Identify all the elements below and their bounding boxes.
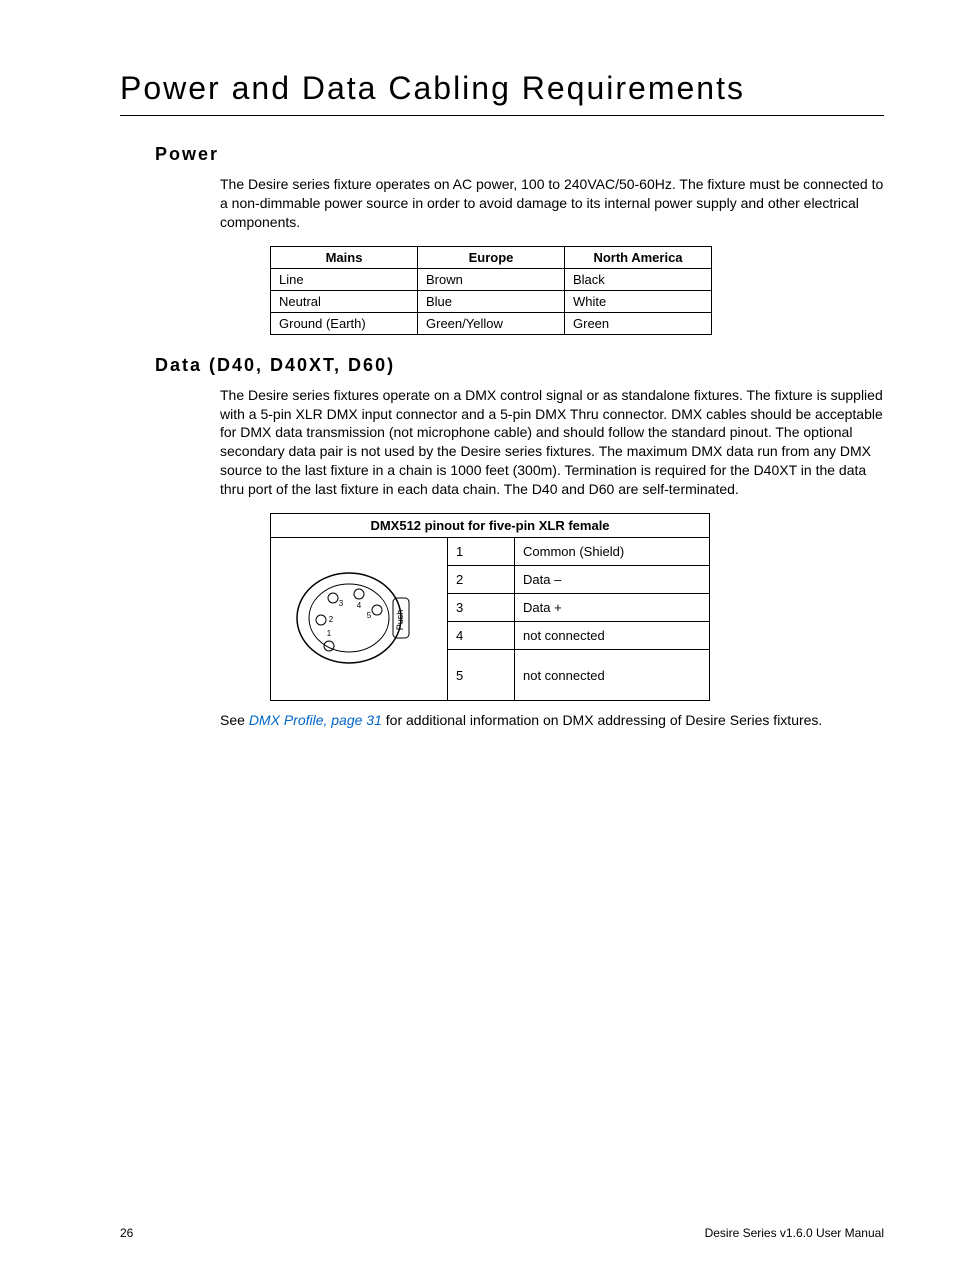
power-paragraph: The Desire series fixture operates on AC… xyxy=(220,175,884,232)
section-heading-data: Data (D40, D40XT, D60) xyxy=(155,355,884,376)
cell: Black xyxy=(565,268,712,290)
pin-number: 2 xyxy=(448,566,515,594)
cell: Green/Yellow xyxy=(418,312,565,334)
table-header-row: Mains Europe North America xyxy=(271,246,712,268)
dmx-pinout-table: DMX512 pinout for five-pin XLR female Pu… xyxy=(270,513,710,701)
pin-desc: Common (Shield) xyxy=(515,538,710,566)
svg-text:5: 5 xyxy=(367,611,372,620)
page-footer: 26 Desire Series v1.6.0 User Manual xyxy=(120,1226,884,1240)
cell: Blue xyxy=(418,290,565,312)
th-north-america: North America xyxy=(565,246,712,268)
table-row: Ground (Earth) Green/Yellow Green xyxy=(271,312,712,334)
cell: Line xyxy=(271,268,418,290)
cell: Green xyxy=(565,312,712,334)
svg-text:2: 2 xyxy=(329,615,334,624)
pin-number: 1 xyxy=(448,538,515,566)
svg-text:3: 3 xyxy=(339,599,344,608)
cell: White xyxy=(565,290,712,312)
footer-doc-title: Desire Series v1.6.0 User Manual xyxy=(705,1226,884,1240)
data-paragraph: The Desire series fixtures operate on a … xyxy=(220,386,884,499)
table-row: Neutral Blue White xyxy=(271,290,712,312)
pinout-header: DMX512 pinout for five-pin XLR female xyxy=(271,514,710,538)
pin-desc: not connected xyxy=(515,650,710,701)
data-footer-paragraph: See DMX Profile, page 31 for additional … xyxy=(220,711,884,730)
chapter-rule xyxy=(120,115,884,116)
th-europe: Europe xyxy=(418,246,565,268)
pin-desc: Data – xyxy=(515,566,710,594)
dmx-profile-link[interactable]: DMX Profile, page 31 xyxy=(249,712,382,728)
pin-number: 4 xyxy=(448,622,515,650)
table-row: Push 1 2 3 4 5 xyxy=(271,538,710,566)
pinout-header-row: DMX512 pinout for five-pin XLR female xyxy=(271,514,710,538)
pin-number: 5 xyxy=(448,650,515,701)
th-mains: Mains xyxy=(271,246,418,268)
text-pre: See xyxy=(220,712,249,728)
svg-text:4: 4 xyxy=(357,601,362,610)
cell: Ground (Earth) xyxy=(271,312,418,334)
pin-desc: not connected xyxy=(515,622,710,650)
svg-text:1: 1 xyxy=(327,629,332,638)
pin-number: 3 xyxy=(448,594,515,622)
table-row: Line Brown Black xyxy=(271,268,712,290)
xlr-diagram-cell: Push 1 2 3 4 5 xyxy=(271,538,448,701)
mains-color-table: Mains Europe North America Line Brown Bl… xyxy=(270,246,712,335)
cell: Neutral xyxy=(271,290,418,312)
text-post: for additional information on DMX addres… xyxy=(382,712,822,728)
cell: Brown xyxy=(418,268,565,290)
page-number: 26 xyxy=(120,1226,133,1240)
xlr-connector-icon: Push 1 2 3 4 5 xyxy=(289,558,429,678)
section-heading-power: Power xyxy=(155,144,884,165)
pin-desc: Data + xyxy=(515,594,710,622)
chapter-title: Power and Data Cabling Requirements xyxy=(120,70,884,107)
push-label: Push xyxy=(395,609,405,630)
